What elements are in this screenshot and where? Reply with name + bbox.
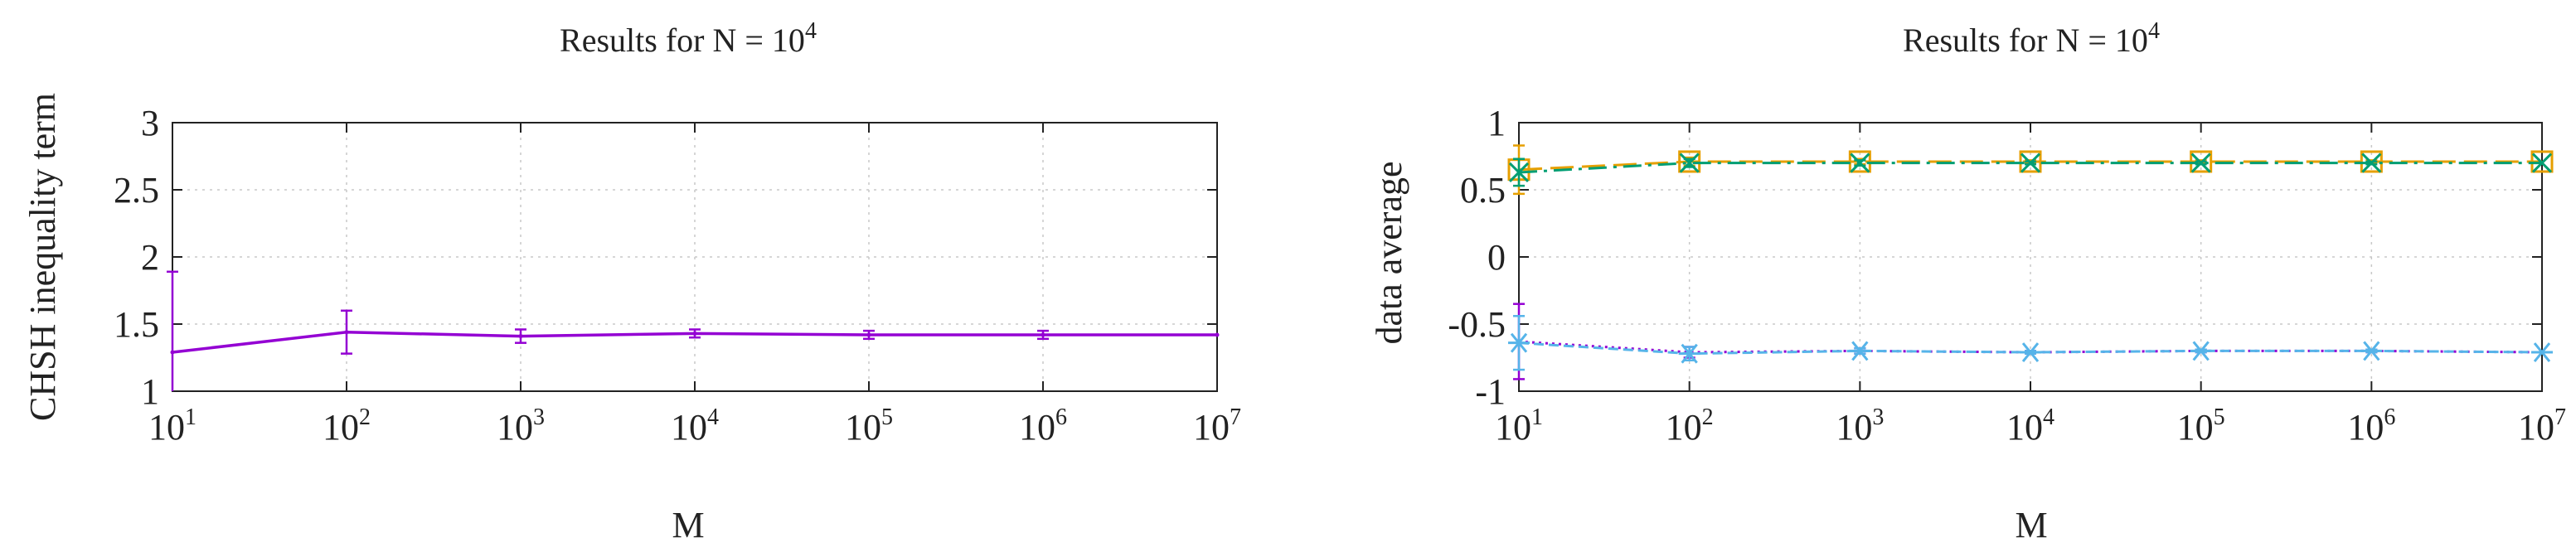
chart-right-xlabel: M: [2015, 505, 2047, 545]
data-point: [2360, 150, 2383, 173]
data-point: [2531, 342, 2553, 362]
y-tick-label: 3: [141, 103, 159, 143]
y-tick-label: 2: [141, 237, 159, 278]
data-point: [1041, 332, 1045, 337]
y-tick-label: 2.5: [114, 170, 159, 211]
y-tick-label: -0.5: [1448, 304, 1506, 345]
y-tick-label: -1: [1475, 371, 1506, 412]
x-tick-label: 105: [845, 404, 893, 448]
data-point: [1679, 153, 1700, 173]
data-point: [2020, 153, 2041, 173]
data-point: [2019, 150, 2042, 173]
x-tick-label: 107: [2518, 404, 2566, 448]
x-tick-label: 101: [1495, 404, 1543, 448]
data-point: [692, 331, 697, 336]
x-tick-label: 104: [2006, 404, 2054, 448]
data-point: [518, 334, 523, 339]
y-tick-label: 1: [1487, 103, 1506, 143]
x-tick-label: 103: [497, 404, 545, 448]
x-tick-label: 106: [1019, 404, 1067, 448]
chart-left-xlabel: M: [672, 505, 704, 545]
data-point: [2530, 150, 2554, 173]
data-point: [1850, 153, 1870, 173]
x-tick-label: 104: [671, 404, 719, 448]
y-tick-label: 1.5: [114, 304, 159, 345]
data-point: [1508, 332, 1530, 353]
chart-right: Results for N = 104 M data average -1 -0.…: [1369, 18, 2566, 545]
chart-left-title: Results for N = 104: [560, 18, 817, 59]
chart-right-ylabel: data average: [1369, 161, 1409, 344]
data-point: [170, 350, 175, 355]
data-point: [1848, 150, 1871, 173]
data-point: [866, 332, 871, 337]
x-tick-label: 106: [2347, 404, 2395, 448]
x-tick-label: 102: [323, 404, 371, 448]
y-tick-label: 0.5: [1460, 170, 1506, 211]
data-point: [2190, 341, 2212, 361]
x-tick-label: 105: [2177, 404, 2225, 448]
data-point: [2531, 153, 2553, 173]
data-point: [2361, 153, 2382, 173]
x-tick-label: 107: [1193, 404, 1241, 448]
data-point: [1508, 162, 1530, 183]
data-point: [2020, 342, 2041, 362]
y-tick-label: 0: [1487, 237, 1506, 278]
data-point: [2360, 341, 2383, 361]
data-point: [1678, 150, 1701, 173]
data-point: [1678, 343, 1700, 364]
data-point: [344, 330, 349, 335]
x-tick-label: 101: [148, 404, 196, 448]
y-tick-label: 1: [141, 371, 159, 412]
data-point: [2190, 153, 2211, 173]
data-point: [2190, 150, 2213, 173]
data-point: [1215, 332, 1220, 337]
data-point: [1849, 341, 1871, 361]
x-tick-label: 103: [1836, 404, 1884, 448]
chart-left-ylabel: CHSH inequality term: [22, 93, 63, 421]
chart-right-title: Results for N = 104: [1903, 18, 2160, 59]
chart-left: Results for N = 104 M CHSH inequality te…: [22, 18, 1241, 545]
x-tick-label: 102: [1666, 404, 1714, 448]
